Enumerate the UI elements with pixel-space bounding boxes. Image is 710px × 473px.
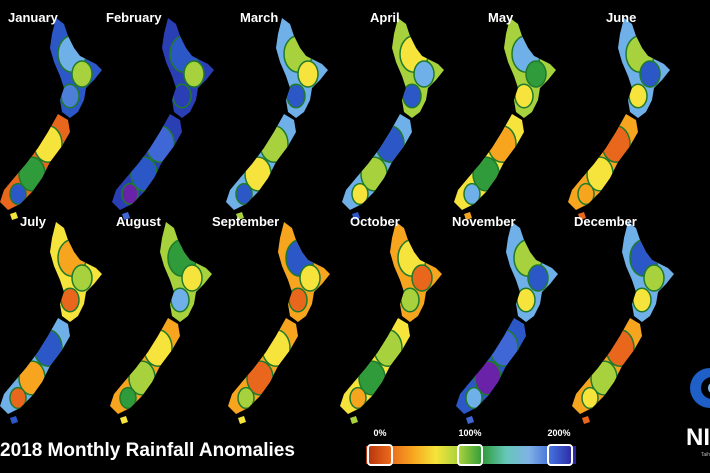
north-island bbox=[276, 18, 328, 118]
south-island bbox=[112, 114, 182, 210]
month-label-october: October bbox=[350, 214, 400, 229]
stewart-island bbox=[582, 416, 590, 424]
month-label-december: December bbox=[574, 214, 637, 229]
north-island bbox=[160, 222, 212, 322]
month-label-november: November bbox=[452, 214, 516, 229]
nz-map-september bbox=[228, 222, 330, 424]
south-island bbox=[110, 318, 180, 414]
map-panel-january bbox=[0, 14, 116, 220]
stewart-island bbox=[238, 416, 246, 424]
month-label-april: April bbox=[370, 10, 400, 25]
nz-map-august bbox=[110, 222, 212, 424]
map-panel-december bbox=[570, 218, 688, 424]
nz-map-january bbox=[0, 18, 102, 220]
south-island bbox=[340, 318, 410, 414]
stewart-island bbox=[122, 212, 130, 220]
month-label-may: May bbox=[488, 10, 514, 25]
nz-map-december bbox=[572, 222, 674, 424]
logo-swirl-icon bbox=[690, 368, 710, 408]
nz-map-october bbox=[340, 222, 442, 424]
north-island bbox=[162, 18, 214, 118]
south-island bbox=[342, 114, 412, 210]
map-panel-november bbox=[454, 218, 572, 424]
page-title: 2018 Monthly Rainfall Anomalies bbox=[0, 440, 295, 461]
map-panel-may bbox=[452, 14, 570, 220]
map-panel-march bbox=[224, 14, 342, 220]
legend-tick-200: 200% bbox=[547, 428, 571, 438]
south-island bbox=[568, 114, 638, 210]
legend-color-bar bbox=[366, 444, 576, 466]
nz-map-february bbox=[112, 18, 214, 220]
south-island bbox=[0, 114, 70, 210]
south-island bbox=[228, 318, 298, 414]
legend: 0% 100% 200% bbox=[366, 428, 576, 473]
month-label-september: September bbox=[212, 214, 280, 229]
map-panel-april bbox=[340, 14, 458, 220]
nz-map-march bbox=[226, 18, 328, 220]
nz-map-june bbox=[568, 18, 670, 220]
map-panel-september bbox=[226, 218, 344, 424]
legend-tick-100: 100% bbox=[458, 428, 482, 438]
map-panel-july bbox=[0, 218, 116, 424]
legend-tick-0: 0% bbox=[373, 428, 387, 438]
north-island bbox=[278, 222, 330, 322]
nz-map-november bbox=[456, 222, 558, 424]
south-island bbox=[456, 318, 526, 414]
stewart-island bbox=[578, 212, 586, 220]
map-panel-june bbox=[566, 14, 684, 220]
logo-text: NI bbox=[686, 424, 710, 451]
map-panel-august bbox=[108, 218, 226, 424]
north-island bbox=[622, 222, 674, 322]
logo-subtext: Taih bbox=[700, 452, 710, 458]
south-island bbox=[454, 114, 524, 210]
month-label-january: January bbox=[8, 10, 58, 25]
stewart-island bbox=[464, 212, 472, 220]
stewart-island bbox=[466, 416, 474, 424]
north-island bbox=[50, 222, 102, 322]
niwa-logo: NI Taih bbox=[686, 360, 710, 473]
north-island bbox=[390, 222, 442, 322]
nz-map-july bbox=[0, 222, 102, 424]
north-island bbox=[504, 18, 556, 118]
month-label-february: February bbox=[106, 10, 162, 25]
north-island bbox=[50, 18, 102, 118]
stewart-island bbox=[350, 416, 358, 424]
month-label-june: June bbox=[606, 10, 637, 25]
north-island bbox=[618, 18, 670, 118]
south-island bbox=[226, 114, 296, 210]
month-label-march: March bbox=[240, 10, 279, 25]
stewart-island bbox=[236, 212, 244, 220]
map-panel-february bbox=[110, 14, 228, 220]
month-label-august: August bbox=[116, 214, 161, 229]
stewart-island bbox=[120, 416, 128, 424]
north-island bbox=[506, 222, 558, 322]
stewart-island bbox=[10, 416, 18, 424]
month-label-july: July bbox=[20, 214, 47, 229]
stewart-island bbox=[10, 212, 18, 220]
map-panel-october bbox=[338, 218, 456, 424]
stewart-island bbox=[352, 212, 360, 220]
north-island bbox=[392, 18, 444, 118]
south-island bbox=[0, 318, 70, 414]
nz-map-april bbox=[342, 18, 444, 220]
south-island bbox=[572, 318, 642, 414]
nz-map-may bbox=[454, 18, 556, 220]
